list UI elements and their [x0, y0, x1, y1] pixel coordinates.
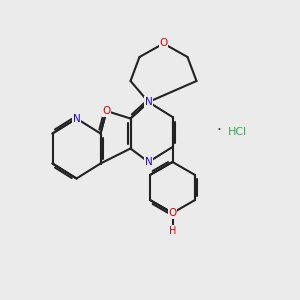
Text: N: N [145, 97, 152, 107]
Text: H: H [169, 226, 176, 236]
Text: ·: · [217, 123, 221, 138]
Text: O: O [102, 106, 111, 116]
Text: O: O [168, 208, 177, 218]
Text: HCl: HCl [228, 127, 247, 137]
Text: N: N [73, 113, 80, 124]
Text: O: O [159, 38, 168, 49]
Text: N: N [145, 157, 152, 167]
